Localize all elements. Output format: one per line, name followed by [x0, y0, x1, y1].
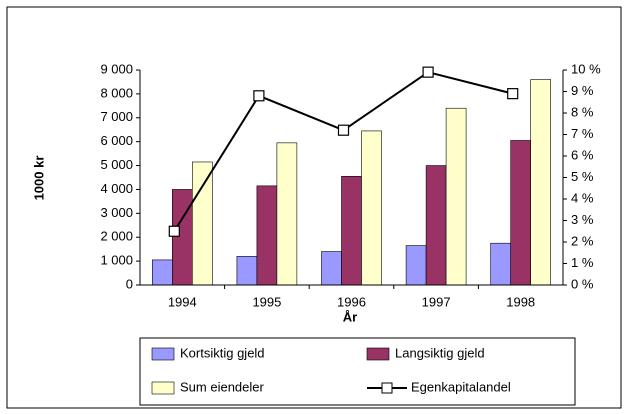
bar: [256, 185, 278, 286]
line-marker: [168, 225, 180, 237]
bar: [490, 242, 512, 286]
legend-box: [139, 337, 576, 406]
legend-label: Egenkapitalandel: [411, 379, 511, 394]
y2-tick-label: 0 %: [571, 276, 594, 291]
y-tick-label: 6 000: [100, 133, 133, 148]
y-tick-label: 0: [126, 276, 133, 291]
y-tick-label: 7 000: [100, 109, 133, 124]
y-tick-label: 4 000: [100, 181, 133, 196]
x-tick-label: 1995: [252, 294, 281, 309]
y-tick-label: 8 000: [100, 85, 133, 100]
x-axis-title: År: [343, 309, 357, 324]
x-tick-label: 1996: [337, 294, 366, 309]
bar: [321, 251, 342, 286]
legend-swatch: [151, 381, 175, 395]
y-tick-label: 1 000: [100, 253, 133, 268]
bar: [341, 176, 362, 286]
line-marker: [422, 66, 434, 78]
x-tick-label: 1994: [168, 294, 197, 309]
y-tick-label: 2 000: [100, 229, 133, 244]
y-tick-label: 5 000: [100, 157, 133, 172]
bar: [276, 142, 298, 286]
y-tick-label: 3 000: [100, 205, 133, 220]
y-axis-title: 1000 kr: [31, 156, 46, 201]
y2-tick-label: 5 %: [571, 169, 594, 184]
y2-tick-label: 4 %: [571, 190, 594, 205]
legend-label: Langsiktig gjeld: [395, 345, 485, 360]
y2-tick-label: 1 %: [571, 255, 594, 270]
line-marker: [337, 124, 350, 136]
legend-label: Sum eiendeler: [180, 379, 264, 394]
y-tick-label: 9 000: [100, 61, 133, 76]
y2-tick-label: 10 %: [571, 61, 601, 76]
legend-label: Kortsiktig gjeld: [180, 345, 265, 360]
bar: [445, 107, 467, 286]
y2-tick-label: 2 %: [571, 233, 594, 248]
y2-tick-label: 3 %: [571, 212, 594, 227]
bar: [152, 259, 173, 286]
y2-tick-label: 7 %: [571, 126, 594, 141]
bar: [425, 165, 447, 286]
bar: [192, 161, 213, 286]
bar: [361, 130, 382, 286]
legend-marker: [381, 382, 393, 394]
line-marker: [253, 90, 265, 102]
x-tick-label: 1997: [422, 294, 451, 309]
legend-swatch: [151, 347, 175, 361]
bar: [405, 245, 427, 286]
y2-tick-label: 6 %: [571, 147, 594, 162]
x-tick-label: 1998: [506, 294, 535, 309]
bar: [236, 256, 258, 286]
y2-tick-label: 8 %: [571, 104, 594, 119]
legend-swatch: [366, 347, 390, 361]
y2-tick-label: 9 %: [571, 83, 594, 98]
bar: [530, 79, 552, 286]
bar: [510, 140, 532, 286]
bar: [172, 189, 193, 286]
line-marker: [507, 88, 519, 100]
